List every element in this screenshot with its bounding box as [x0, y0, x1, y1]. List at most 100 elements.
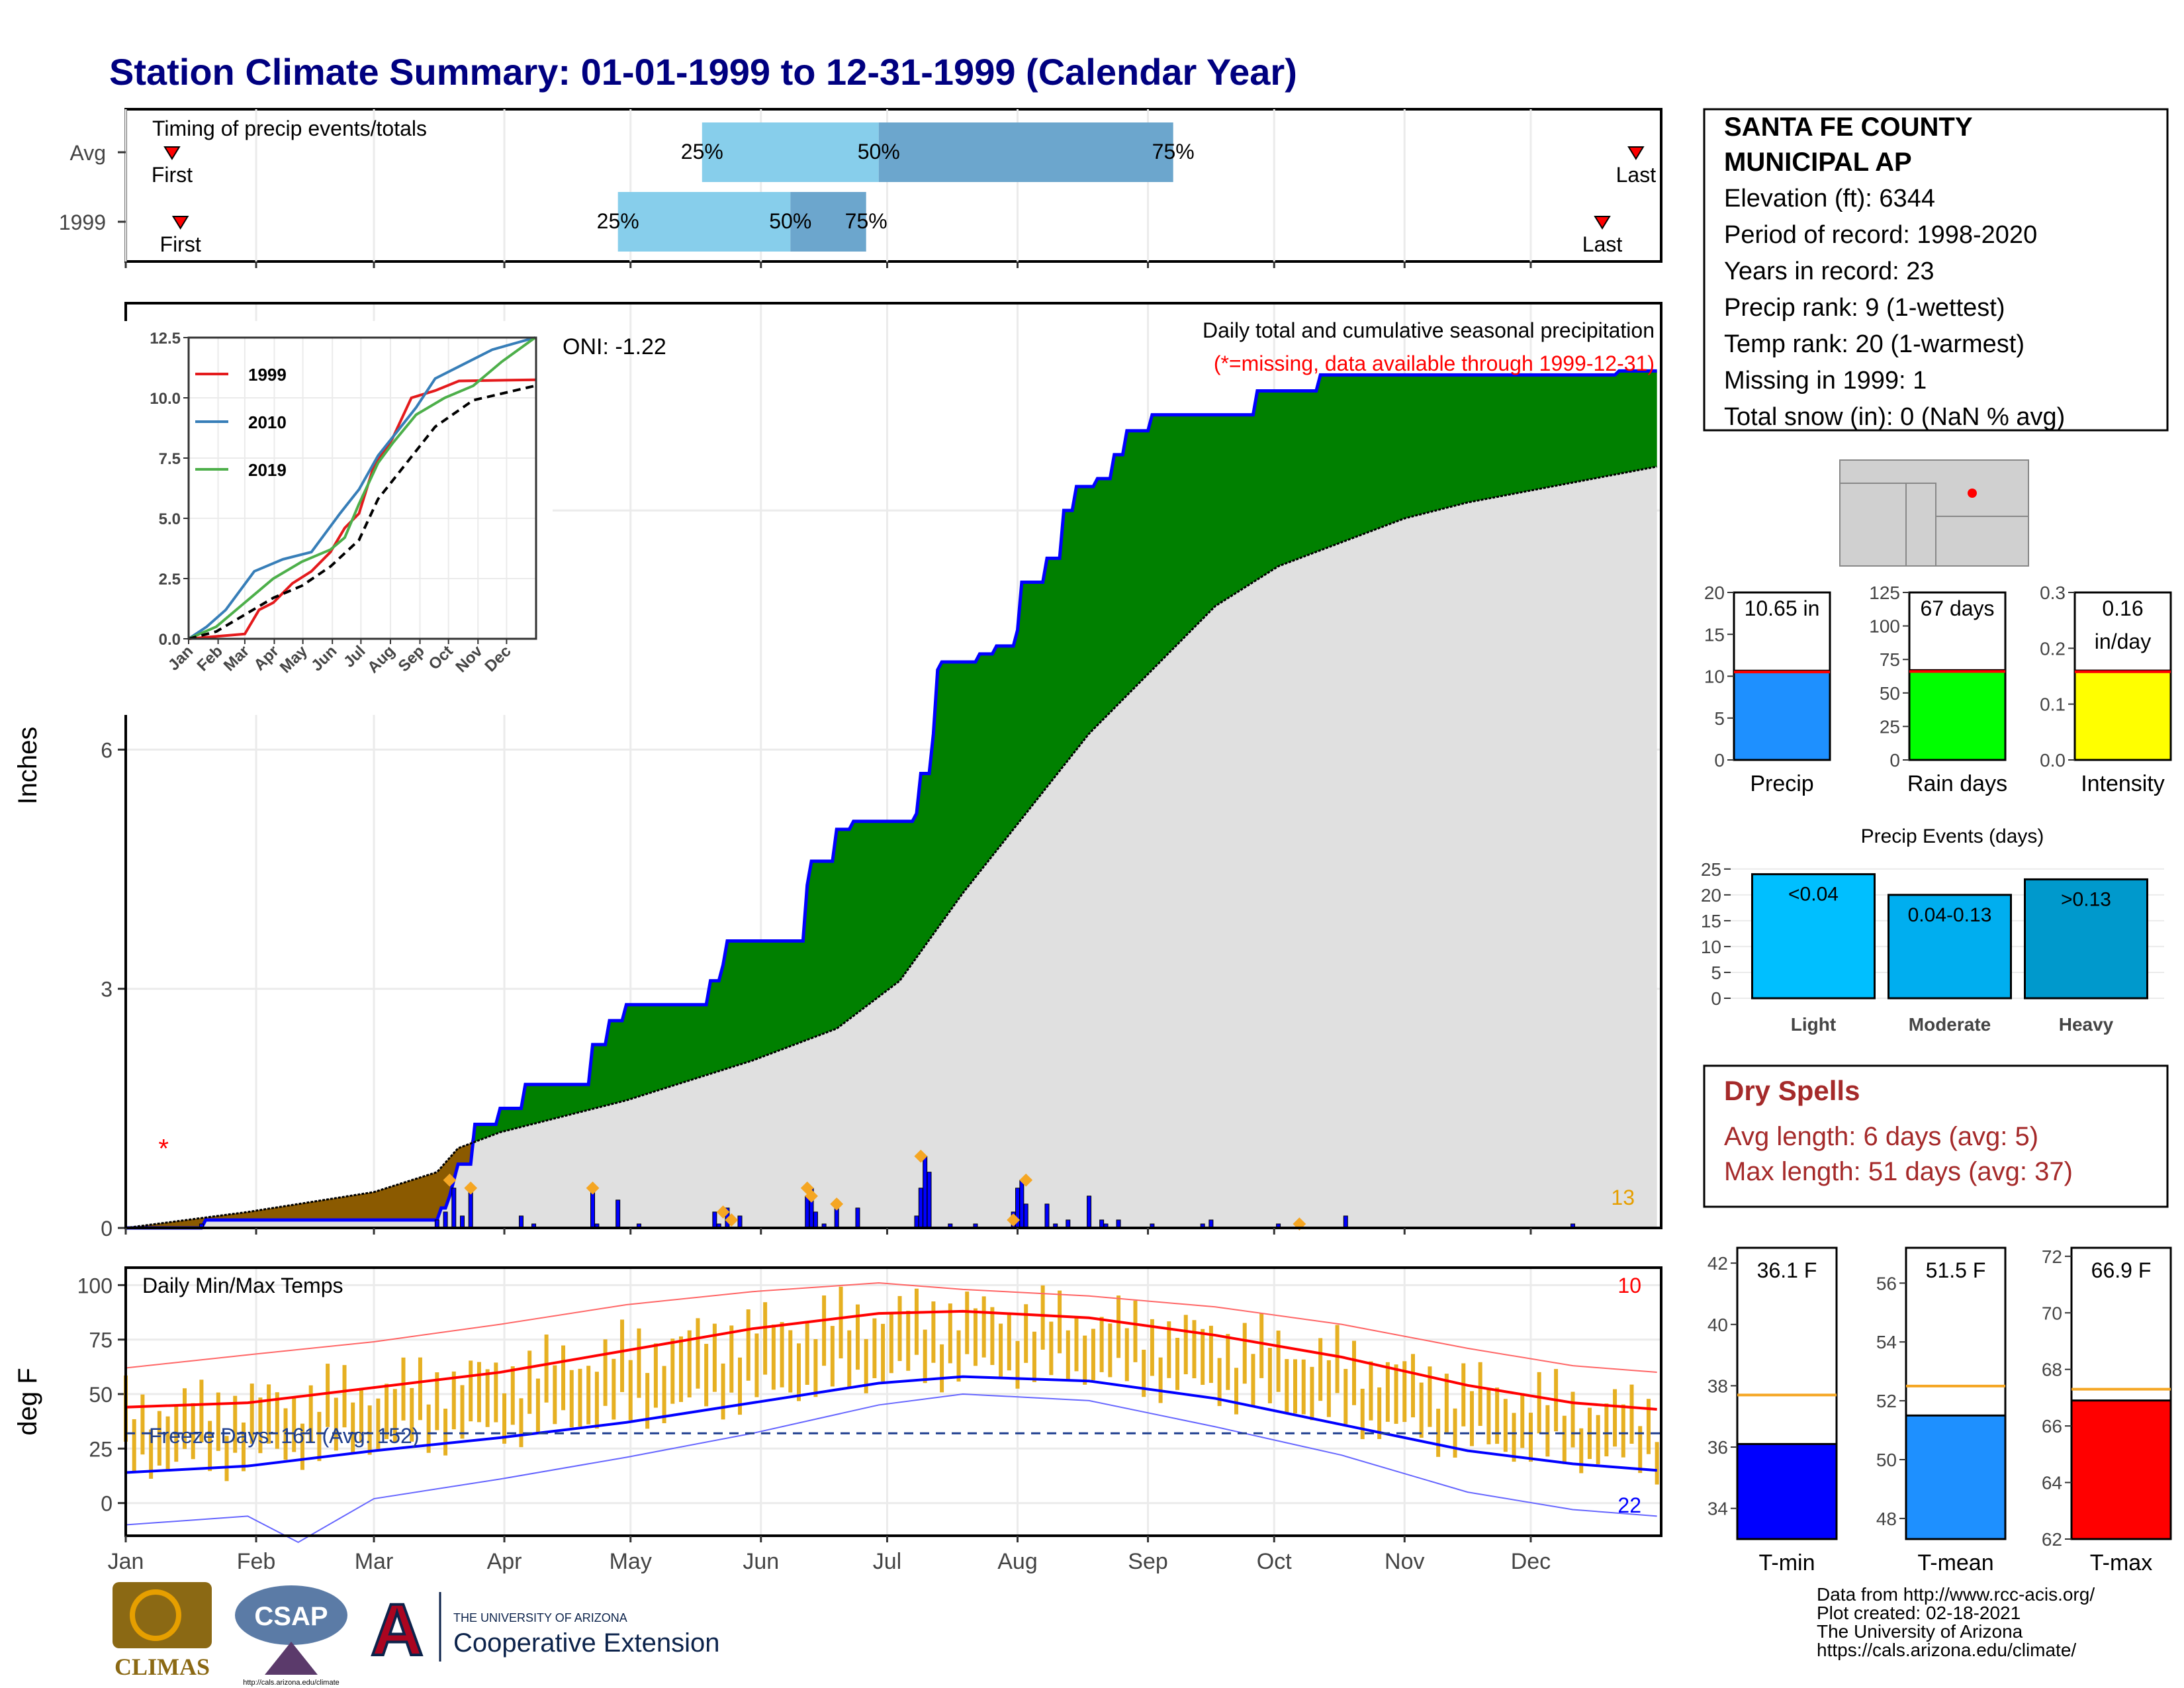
station-info-line: Period of record: 1998-2020 — [1724, 221, 2037, 249]
summary-bar-ytick-label: 10 — [1704, 667, 1725, 687]
summary-bar-ytick-label: 25 — [1880, 716, 1900, 737]
summary-bar-ytick-label: 0.1 — [2040, 694, 2066, 715]
daily-temp-bar — [326, 1364, 330, 1427]
summary-bar-ytick-label: 125 — [1869, 583, 1900, 603]
precip-panel-border — [124, 302, 1662, 1229]
timing-row-label: Avg — [69, 141, 106, 165]
timing-last-label: Last — [1582, 232, 1623, 256]
month-label: Sep — [1128, 1549, 1168, 1574]
daily-temp-bar — [342, 1365, 347, 1428]
daily-temp-bar — [1436, 1409, 1441, 1457]
temp-panel-label: Daily Min/Max Temps — [142, 1274, 343, 1297]
daily-temp-bar — [1276, 1331, 1281, 1392]
daily-precip-bar — [518, 1215, 523, 1229]
temp-bar-name: T-mean — [1917, 1550, 1993, 1575]
timing-first-label: First — [152, 163, 193, 187]
station-info-line: Temp rank: 20 (1-warmest) — [1724, 330, 2025, 358]
daily-temp-bar — [881, 1323, 886, 1382]
daily-temp-bar — [578, 1368, 582, 1427]
daily-precip-bar — [1087, 1196, 1092, 1229]
inset-ytick-label: 7.5 — [159, 450, 181, 468]
daily-temp-bar — [965, 1291, 970, 1354]
daily-temp-bar — [1201, 1329, 1205, 1385]
events-bar-name: Moderate — [1909, 1014, 1991, 1035]
inset-ytick-label: 12.5 — [150, 330, 181, 348]
dry-spells-avg: Avg length: 6 days (avg: 5) — [1724, 1122, 2038, 1151]
snow-marker — [1007, 1213, 1021, 1227]
daily-temp-bar — [132, 1419, 136, 1472]
missing-marker: * — [158, 1135, 169, 1164]
daily-temp-bar — [367, 1405, 372, 1455]
daily-temp-bar — [1579, 1428, 1584, 1474]
daily-temp-bar — [510, 1366, 515, 1425]
daily-temp-bar — [1377, 1387, 1382, 1439]
temp-bar-label: 36.1 F — [1757, 1258, 1817, 1282]
dry-spells-title: Dry Spells — [1724, 1075, 1860, 1106]
daily-temp-bar — [334, 1397, 338, 1451]
daily-temp-bar — [233, 1395, 238, 1453]
daily-temp-bar — [401, 1357, 406, 1421]
daily-temp-bar — [948, 1303, 952, 1364]
daily-temp-bar — [1167, 1321, 1171, 1378]
temp-ytick-label: 0 — [101, 1492, 113, 1516]
daily-temp-bar — [1360, 1388, 1365, 1440]
daily-temp-bar — [746, 1309, 751, 1381]
daily-temp-bar — [443, 1408, 448, 1456]
daily-temp-bar — [981, 1296, 986, 1358]
daily-temp-bar — [140, 1394, 145, 1455]
daily-temp-bar — [1049, 1321, 1054, 1376]
precip-ytick-label: 0 — [101, 1217, 113, 1241]
precip-ylabel: Inches — [13, 727, 42, 805]
summary-bar-ytick-label: 100 — [1869, 616, 1900, 637]
daily-temp-bar — [1208, 1325, 1213, 1383]
month-label: Jul — [873, 1549, 901, 1574]
inset-border — [187, 336, 537, 640]
summary-bar-ytick-label: 0.0 — [2040, 750, 2066, 771]
station-info-line: Missing in 1999: 1 — [1724, 367, 1927, 395]
daily-temp-bar — [469, 1360, 473, 1422]
inset-legend-label: 2019 — [248, 460, 287, 480]
daily-temp-bar — [1655, 1442, 1659, 1485]
daily-temp-bar — [1124, 1328, 1129, 1382]
daily-temp-bar — [796, 1343, 801, 1401]
temp-ytick-label: 50 — [89, 1383, 113, 1407]
timing-q50-label: 50% — [858, 140, 900, 164]
events-ytick-label: 5 — [1711, 962, 1721, 983]
timing-last-marker — [1594, 216, 1611, 230]
daily-temp-bar — [653, 1343, 658, 1408]
daily-temp-bar — [906, 1311, 911, 1371]
events-bar — [1751, 873, 1876, 1000]
tmax-record-line — [125, 1282, 1657, 1374]
daily-temp-bar — [1512, 1413, 1516, 1462]
daily-temp-bar — [502, 1393, 507, 1444]
daily-temp-bar — [889, 1312, 893, 1374]
tmin-avg-line — [125, 1375, 1657, 1474]
station-info-line: Total snow (in): 0 (NaN % avg) — [1724, 403, 2065, 431]
footer-credit-line: The University of Arizona — [1817, 1621, 2023, 1642]
ua-logo-line2: Cooperative Extension — [453, 1628, 719, 1658]
daily-temp-bar — [670, 1338, 675, 1404]
timing-row-label: 1999 — [59, 211, 106, 234]
daily-temp-bar — [1318, 1338, 1323, 1401]
daily-temp-bar — [1310, 1366, 1314, 1421]
month-label: Mar — [355, 1549, 394, 1574]
snow-marker — [716, 1205, 730, 1219]
inset-legend-label: 2010 — [248, 412, 287, 432]
temp-ylabel: deg F — [13, 1368, 42, 1435]
summary-bar-name: Intensity — [2081, 771, 2165, 796]
daily-temp-bar — [931, 1301, 936, 1363]
daily-temp-bar — [216, 1392, 220, 1451]
daily-precip-bar — [737, 1215, 743, 1229]
daily-temp-bar — [410, 1387, 414, 1442]
daily-temp-bar — [704, 1344, 709, 1407]
temp-bar-fill — [1736, 1442, 1838, 1540]
daily-temp-bar — [813, 1338, 818, 1397]
daily-temp-bar — [847, 1330, 852, 1389]
events-bar-label: >0.13 — [2061, 888, 2111, 910]
temp-bar-label: 66.9 F — [2091, 1258, 2152, 1282]
daily-temp-bar — [165, 1416, 170, 1470]
daily-temp-bar — [191, 1403, 195, 1460]
daily-temp-bar — [1646, 1399, 1651, 1454]
timing-q75-label: 75% — [1152, 140, 1195, 164]
temp-bar-ytick-label: 68 — [2042, 1360, 2062, 1380]
